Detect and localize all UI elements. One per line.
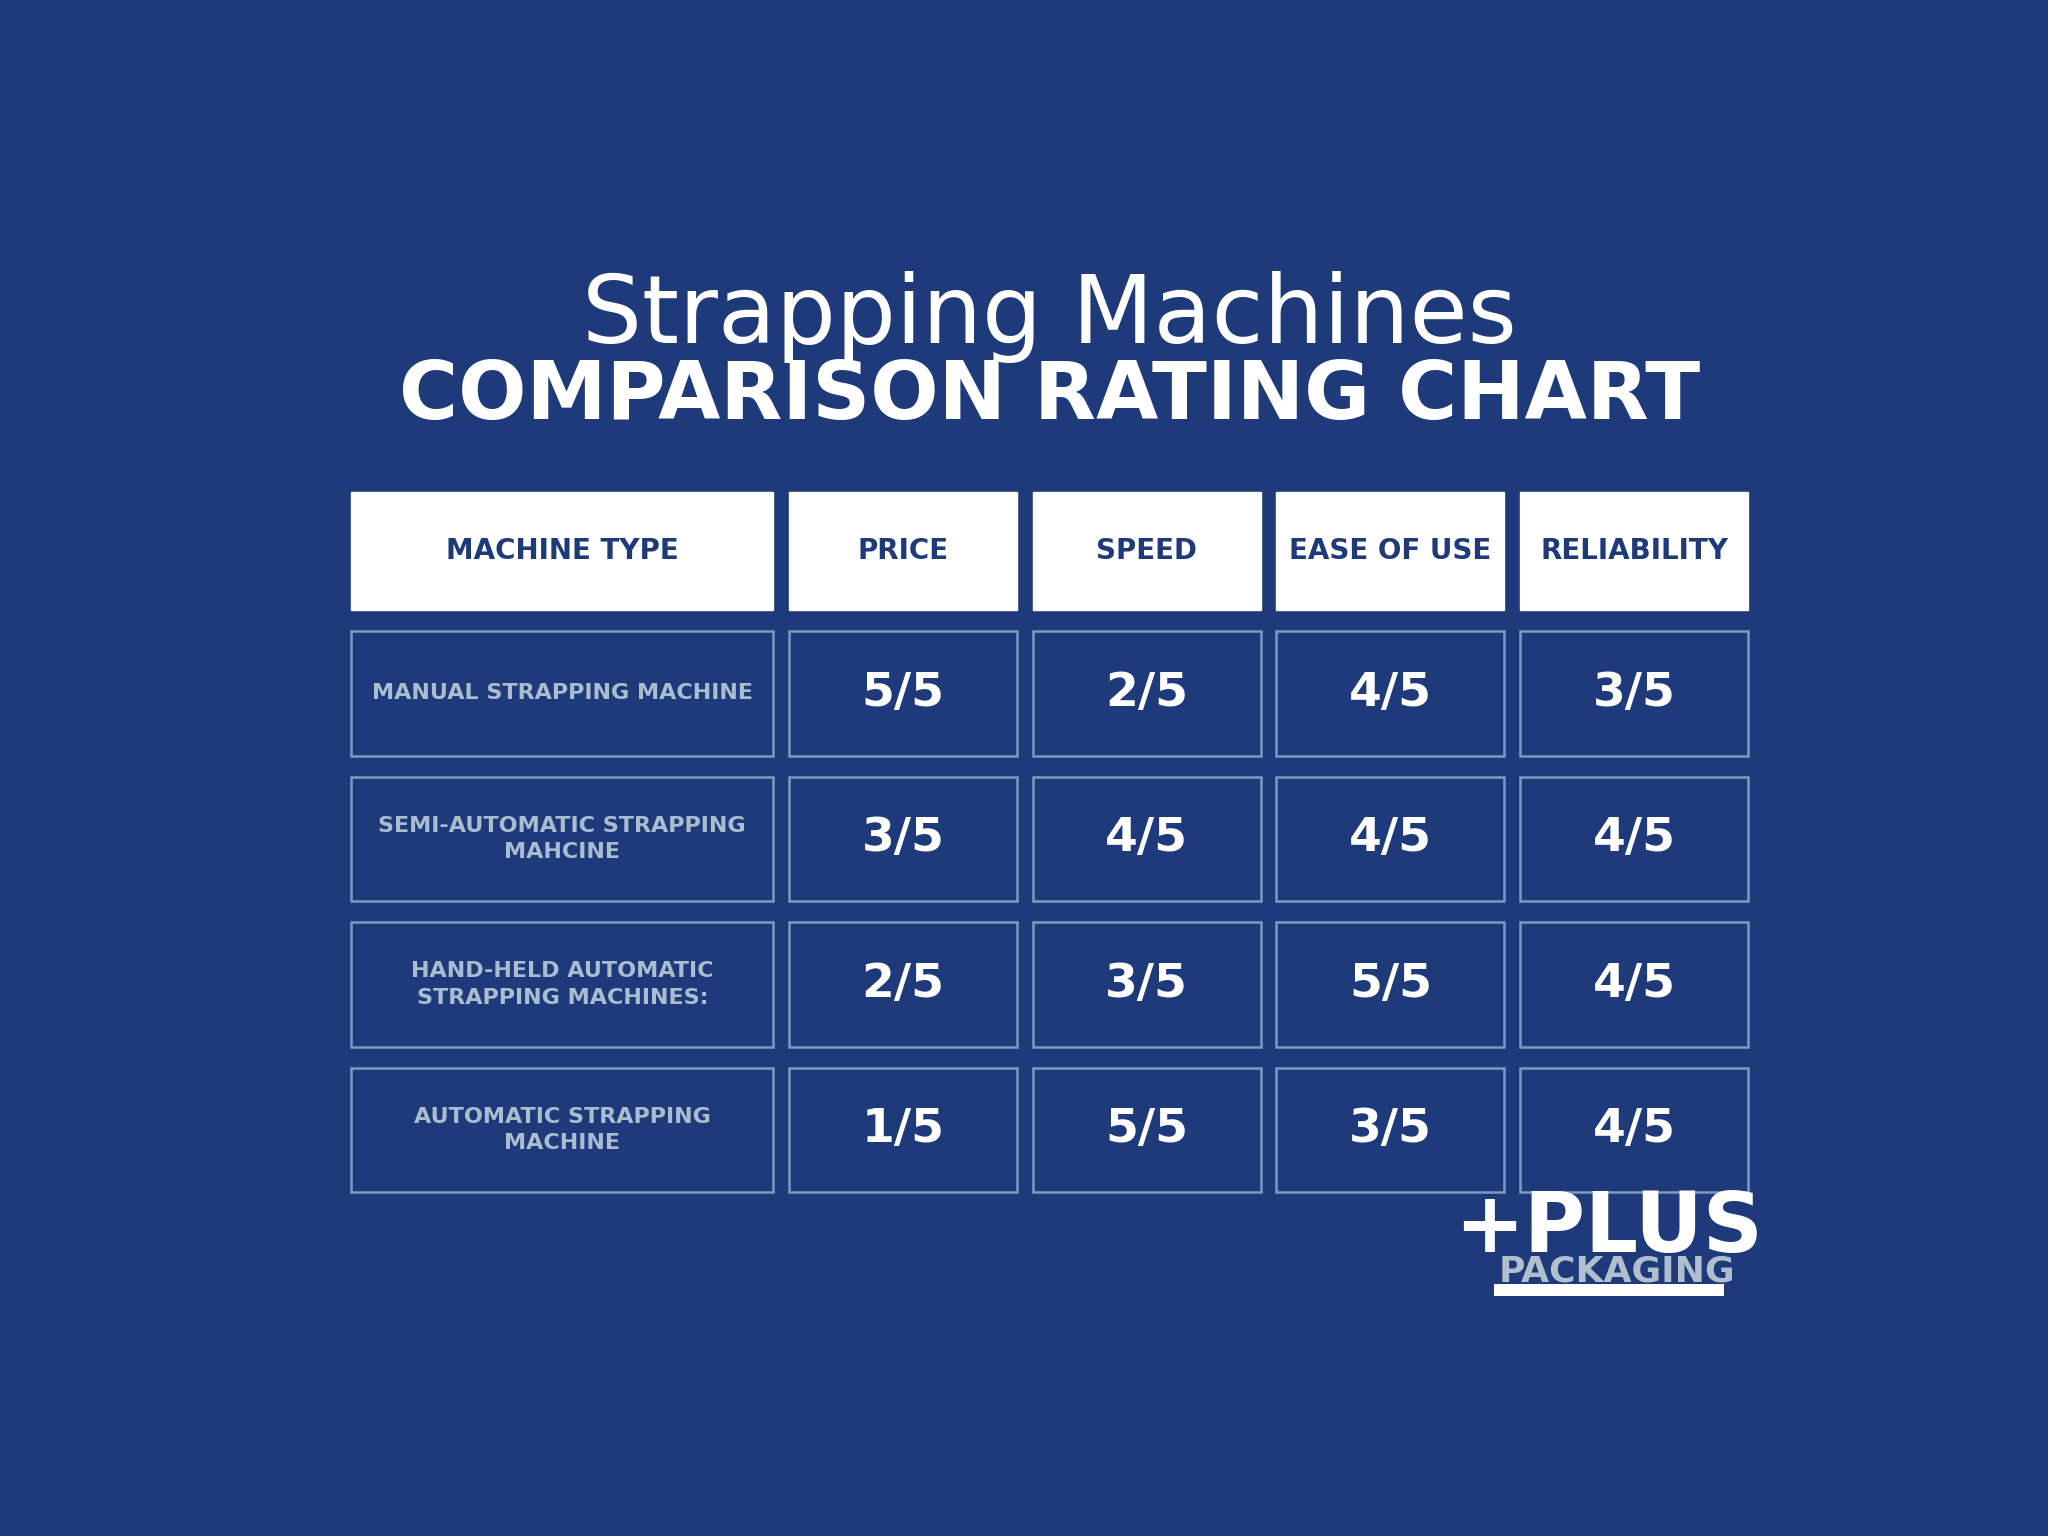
FancyBboxPatch shape: [1032, 777, 1262, 902]
FancyBboxPatch shape: [1276, 631, 1505, 756]
FancyBboxPatch shape: [1520, 777, 1747, 902]
FancyBboxPatch shape: [1276, 492, 1505, 610]
FancyBboxPatch shape: [1520, 492, 1747, 610]
Text: COMPARISON RATING CHART: COMPARISON RATING CHART: [399, 358, 1700, 436]
FancyBboxPatch shape: [352, 492, 774, 610]
Text: 4/5: 4/5: [1350, 671, 1432, 716]
Text: MACHINE TYPE: MACHINE TYPE: [446, 538, 678, 565]
Text: AUTOMATIC STRAPPING
MACHINE: AUTOMATIC STRAPPING MACHINE: [414, 1107, 711, 1154]
Bar: [1495, 1284, 1724, 1296]
Text: 4/5: 4/5: [1106, 817, 1188, 862]
FancyBboxPatch shape: [1520, 1068, 1747, 1192]
Text: 4/5: 4/5: [1350, 817, 1432, 862]
Text: Strapping Machines: Strapping Machines: [582, 270, 1518, 362]
Text: 4/5: 4/5: [1593, 962, 1675, 1008]
FancyBboxPatch shape: [352, 631, 774, 756]
Text: MANUAL STRAPPING MACHINE: MANUAL STRAPPING MACHINE: [373, 684, 754, 703]
Text: 3/5: 3/5: [1350, 1107, 1432, 1152]
Text: PRICE: PRICE: [858, 538, 948, 565]
Text: 4/5: 4/5: [1593, 817, 1675, 862]
FancyBboxPatch shape: [788, 777, 1018, 902]
FancyBboxPatch shape: [1032, 922, 1262, 1046]
Text: 3/5: 3/5: [1593, 671, 1675, 716]
FancyBboxPatch shape: [788, 631, 1018, 756]
Text: PACKAGING: PACKAGING: [1499, 1255, 1735, 1289]
FancyBboxPatch shape: [1032, 631, 1262, 756]
Text: 3/5: 3/5: [862, 817, 944, 862]
Text: HAND-HELD AUTOMATIC
STRAPPING MACHINES:: HAND-HELD AUTOMATIC STRAPPING MACHINES:: [412, 962, 713, 1008]
Text: 5/5: 5/5: [1350, 962, 1432, 1008]
Text: 1/5: 1/5: [862, 1107, 944, 1152]
FancyBboxPatch shape: [1276, 1068, 1505, 1192]
FancyBboxPatch shape: [1520, 631, 1747, 756]
Text: EASE OF USE: EASE OF USE: [1290, 538, 1491, 565]
FancyBboxPatch shape: [788, 1068, 1018, 1192]
FancyBboxPatch shape: [1032, 492, 1262, 610]
FancyBboxPatch shape: [1520, 922, 1747, 1046]
Text: SPEED: SPEED: [1096, 538, 1198, 565]
Text: 2/5: 2/5: [1106, 671, 1188, 716]
FancyBboxPatch shape: [1276, 922, 1505, 1046]
Text: 5/5: 5/5: [862, 671, 944, 716]
FancyBboxPatch shape: [352, 777, 774, 902]
Text: 3/5: 3/5: [1106, 962, 1188, 1008]
Text: 4/5: 4/5: [1593, 1107, 1675, 1152]
FancyBboxPatch shape: [352, 1068, 774, 1192]
FancyBboxPatch shape: [1032, 1068, 1262, 1192]
FancyBboxPatch shape: [788, 492, 1018, 610]
Text: +PLUS: +PLUS: [1454, 1189, 1763, 1269]
FancyBboxPatch shape: [352, 922, 774, 1046]
Text: 5/5: 5/5: [1106, 1107, 1188, 1152]
Text: SEMI-AUTOMATIC STRAPPING
MAHCINE: SEMI-AUTOMATIC STRAPPING MAHCINE: [379, 816, 745, 862]
Text: RELIABILITY: RELIABILITY: [1540, 538, 1729, 565]
FancyBboxPatch shape: [1276, 777, 1505, 902]
FancyBboxPatch shape: [788, 922, 1018, 1046]
Text: 2/5: 2/5: [862, 962, 944, 1008]
